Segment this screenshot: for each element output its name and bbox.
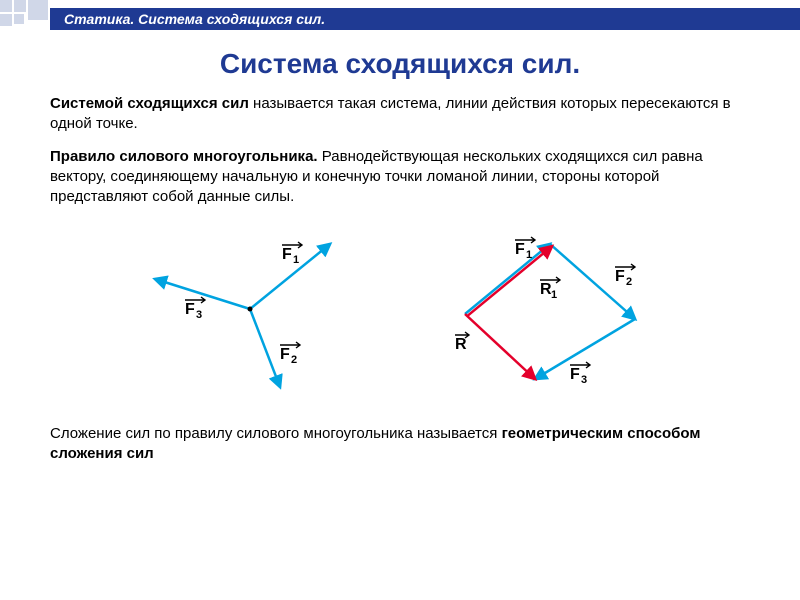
svg-text:F: F [570, 366, 580, 383]
breadcrumb-strip: Статика. Система сходящихся сил. [50, 8, 800, 30]
svg-text:1: 1 [526, 249, 532, 261]
rule-term: Правило силового многоугольника. [50, 148, 318, 165]
header-bar: Статика. Система сходящихся сил. [0, 0, 800, 30]
definition-term: Системой сходящихся сил [50, 95, 249, 112]
conclusion-paragraph: Сложение сил по правилу силового многоуг… [50, 424, 750, 465]
vector-fan-svg: F1F2F3 [130, 219, 370, 399]
breadcrumb-text: Статика. Система сходящихся сил. [64, 11, 325, 27]
page-title: Система сходящихся сил. [0, 48, 800, 80]
svg-text:F: F [515, 241, 525, 258]
svg-text:3: 3 [581, 374, 587, 386]
rule-paragraph: Правило силового многоугольника. Равноде… [50, 147, 750, 208]
svg-text:3: 3 [196, 309, 202, 321]
definition-paragraph: Системой сходящихся сил называется такая… [50, 94, 750, 135]
force-polygon-svg: F1F2F3R1R [410, 219, 670, 399]
svg-text:2: 2 [626, 276, 632, 288]
svg-text:F: F [185, 301, 195, 318]
svg-text:1: 1 [293, 254, 299, 266]
diagram-right: F1F2F3R1R [410, 219, 670, 405]
content-area: Системой сходящихся сил называется такая… [0, 94, 800, 464]
svg-text:F: F [282, 246, 292, 263]
svg-text:2: 2 [291, 354, 297, 366]
svg-text:1: 1 [551, 289, 557, 301]
svg-text:R: R [455, 336, 467, 353]
diagram-wrap: F1F2F3 F1F2F3R1R [50, 219, 750, 405]
diagram-left: F1F2F3 [130, 219, 370, 405]
conclusion-lead: Сложение сил по правилу силового многоуг… [50, 425, 502, 442]
svg-text:F: F [615, 268, 625, 285]
svg-text:F: F [280, 346, 290, 363]
